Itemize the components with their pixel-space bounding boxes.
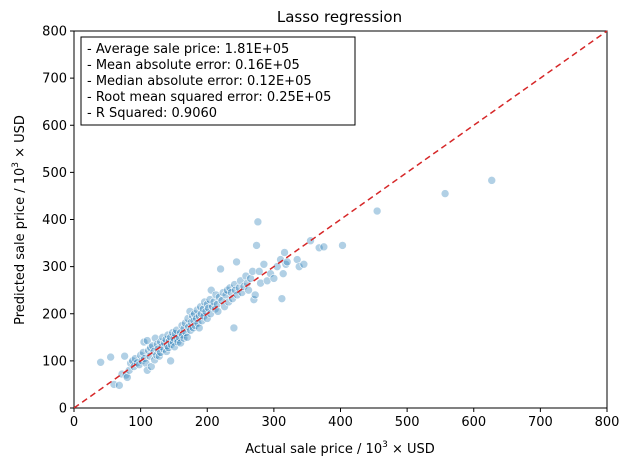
annotation-line-r2: - R Squared: 0.9060 <box>87 106 217 121</box>
data-point <box>299 259 309 269</box>
data-point <box>372 206 382 216</box>
data-point <box>253 217 263 227</box>
data-point <box>185 307 195 316</box>
x-tick-label: 300 <box>261 415 286 430</box>
data-point <box>142 336 152 345</box>
x-tick-label: 0 <box>70 415 78 430</box>
data-point <box>109 380 119 389</box>
data-point <box>196 309 206 319</box>
y-tick-label: 500 <box>42 166 67 181</box>
reference-line <box>73 30 608 409</box>
data-point <box>319 242 329 252</box>
x-tick-label: 800 <box>595 415 620 430</box>
y-tick-label: 600 <box>42 119 67 134</box>
annotation-line-mae: - Mean absolute error: 0.16E+05 <box>87 58 300 73</box>
data-point <box>294 262 304 271</box>
y-tick-label: 400 <box>42 213 67 228</box>
data-point <box>262 276 272 286</box>
data-point <box>179 333 189 343</box>
annotation-box <box>80 36 356 126</box>
data-point <box>259 259 269 269</box>
data-point <box>280 248 289 257</box>
x-tick-label: 400 <box>328 415 353 430</box>
data-point <box>254 267 264 276</box>
y-axis-label: Predicted sale price / 103 × USD <box>11 115 28 325</box>
data-point <box>244 285 253 295</box>
x-axis-label: Actual sale price / 103 × USD <box>245 440 435 457</box>
y-tick-label: 800 <box>42 25 67 40</box>
data-point <box>148 341 157 351</box>
data-point <box>213 307 223 316</box>
data-point <box>206 285 216 295</box>
data-point <box>200 297 209 307</box>
chart-title: Lasso regression <box>277 8 402 26</box>
data-point <box>123 373 132 382</box>
x-tick-label: 200 <box>195 415 220 430</box>
data-point <box>248 267 257 276</box>
data-point <box>128 356 137 366</box>
data-point <box>232 257 241 267</box>
y-axis: 0 100 200 300 400 500 600 700 800 <box>42 25 74 417</box>
metrics-annotation: - Average sale price: 1.81E+05 - Mean ab… <box>80 36 356 126</box>
data-point <box>229 323 239 333</box>
y-tick-label: 0 <box>59 402 67 417</box>
data-point <box>242 278 252 288</box>
x-tick-label: 600 <box>461 415 486 430</box>
data-point <box>216 264 225 274</box>
data-point <box>250 290 260 300</box>
data-point <box>106 352 115 362</box>
y-tick-label: 100 <box>42 354 67 369</box>
x-tick-label: 700 <box>528 415 553 430</box>
annotation-line-rmse: - Root mean squared error: 0.25E+05 <box>87 90 331 105</box>
data-point <box>182 333 192 342</box>
y-tick-label: 700 <box>42 72 67 87</box>
data-point <box>269 274 279 283</box>
y-tick-label: 300 <box>42 260 67 275</box>
data-point <box>338 241 347 250</box>
data-point <box>159 344 169 354</box>
data-point <box>487 176 497 185</box>
data-point <box>141 358 151 368</box>
data-point <box>256 278 265 288</box>
data-point <box>96 357 105 367</box>
annotation-line-avg: - Average sale price: 1.81E+05 <box>87 42 289 57</box>
data-point <box>277 294 287 303</box>
x-axis: 0 100 200 300 400 500 600 700 800 <box>70 408 620 430</box>
data-point <box>440 189 450 198</box>
data-point <box>278 269 288 278</box>
data-point <box>166 356 175 366</box>
data-point <box>282 257 292 267</box>
data-point <box>176 338 185 348</box>
data-point <box>241 271 251 281</box>
y-tick-label: 200 <box>42 307 67 322</box>
data-point <box>246 274 255 283</box>
data-point <box>130 354 140 363</box>
data-point <box>120 351 129 361</box>
annotation-line-medae: - Median absolute error: 0.12E+05 <box>87 74 312 89</box>
data-point <box>292 255 302 264</box>
data-point <box>252 241 261 250</box>
x-tick-label: 500 <box>395 415 420 430</box>
x-tick-label: 100 <box>128 415 153 430</box>
data-point <box>281 259 291 269</box>
data-point <box>115 381 124 390</box>
